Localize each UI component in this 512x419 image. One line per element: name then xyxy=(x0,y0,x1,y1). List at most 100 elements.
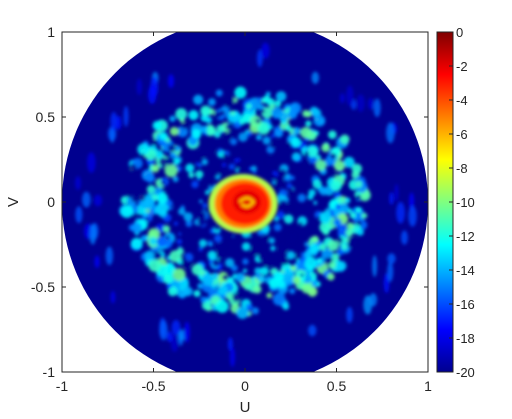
sidelobe-blob xyxy=(307,146,319,158)
null-blob xyxy=(226,131,233,138)
outer-ring-blob xyxy=(346,85,354,107)
outer-ring-blob xyxy=(367,97,374,110)
sidelobe-blob xyxy=(318,243,327,251)
sidelobe-blob xyxy=(253,285,262,294)
sidelobe-blob xyxy=(344,197,351,204)
null-blob xyxy=(216,242,225,251)
speckle-blob xyxy=(262,136,271,145)
speckle-blob xyxy=(271,134,275,138)
sidelobe-blob xyxy=(336,260,347,271)
speckle-blob xyxy=(242,269,246,273)
sidelobe-blob xyxy=(148,259,162,272)
outer-ring-blob xyxy=(93,194,103,207)
sidelobe-blob xyxy=(327,272,335,281)
null-blob xyxy=(137,193,146,202)
outer-ring-blob xyxy=(261,42,270,59)
null-blob xyxy=(198,211,206,220)
null-blob xyxy=(270,143,276,149)
sidelobe-blob xyxy=(175,108,188,120)
sidelobe-blob xyxy=(309,243,320,254)
x-axis-label: U xyxy=(240,399,251,416)
null-blob xyxy=(215,251,224,259)
speckle-blob xyxy=(319,186,328,196)
sidelobe-blob xyxy=(285,125,292,132)
y-tick-label: 1 xyxy=(47,24,55,40)
null-blob xyxy=(306,160,311,165)
speckle-blob xyxy=(259,266,269,276)
null-blob xyxy=(214,111,222,119)
null-blob xyxy=(167,144,176,153)
sidelobe-blob xyxy=(317,258,323,264)
sidelobe-blob xyxy=(151,164,160,173)
null-blob xyxy=(133,213,137,218)
sidelobe-blob xyxy=(245,303,253,311)
null-blob xyxy=(181,122,189,130)
sidelobe-blob xyxy=(167,286,178,297)
sidelobe-blob xyxy=(197,282,204,289)
sidelobe-blob xyxy=(327,240,339,252)
colorbar-tick-label: -6 xyxy=(456,127,468,142)
sidelobe-blob xyxy=(338,203,349,214)
sidelobe-blob xyxy=(147,228,161,241)
sidelobe-blob xyxy=(291,137,302,148)
null-blob xyxy=(222,274,229,281)
outer-ring-blob xyxy=(171,320,181,336)
sidelobe-blob xyxy=(293,127,301,135)
outer-ring-blob xyxy=(387,253,396,264)
sidelobe-blob xyxy=(275,91,287,102)
x-axis: -1 -0.5 0 0.5 1 U xyxy=(56,32,432,416)
sidelobe-blob xyxy=(162,225,171,233)
null-blob xyxy=(264,258,273,267)
sidelobe-blob xyxy=(257,121,271,135)
null-blob xyxy=(243,149,248,155)
null-blob xyxy=(129,163,137,172)
colorbar-tick-label: -12 xyxy=(456,229,475,244)
sidelobe-blob xyxy=(176,247,184,256)
outer-ring-blob xyxy=(394,184,399,202)
speckle-blob xyxy=(241,242,251,251)
sidelobe-blob xyxy=(142,196,156,210)
null-blob xyxy=(286,142,292,148)
outer-ring-blob xyxy=(408,205,417,227)
sidelobe-blob xyxy=(245,103,252,110)
speckle-blob xyxy=(297,193,307,203)
sidelobe-blob xyxy=(188,110,199,121)
sidelobe-blob xyxy=(208,98,216,106)
colorbar-tick-label: -14 xyxy=(456,263,475,278)
y-tick-label: -0.5 xyxy=(31,279,55,295)
sidelobe-blob xyxy=(169,126,179,136)
speckle-blob xyxy=(178,207,186,216)
null-blob xyxy=(258,253,268,262)
outer-ring-blob xyxy=(373,98,381,118)
y-tick-label: 0 xyxy=(47,194,55,210)
sidelobe-blob xyxy=(335,203,341,210)
outer-ring-blob xyxy=(105,246,114,266)
outer-ring-blob xyxy=(177,329,186,341)
speckle-blob xyxy=(217,148,223,154)
sidelobe-blob xyxy=(157,192,169,204)
null-blob xyxy=(269,173,276,179)
sidelobe-blob xyxy=(282,303,290,311)
null-blob xyxy=(212,259,220,267)
null-blob xyxy=(274,176,279,181)
speckle-blob xyxy=(276,210,285,220)
null-blob xyxy=(225,123,234,131)
outer-ring-blob xyxy=(184,321,190,343)
sidelobe-blob xyxy=(336,248,344,256)
speckle-blob xyxy=(270,245,276,252)
sidelobe-blob xyxy=(230,110,236,116)
sidelobe-blob xyxy=(156,235,168,247)
sidelobe-blob xyxy=(131,222,143,234)
sidelobe-blob xyxy=(212,272,220,280)
sidelobe-blob xyxy=(154,205,164,215)
null-blob xyxy=(158,157,168,167)
sidelobe-blob xyxy=(343,156,355,168)
sidelobe-blob xyxy=(277,280,286,289)
null-blob xyxy=(213,173,218,178)
sidelobe-blob xyxy=(311,235,319,243)
sidelobe-blob xyxy=(269,103,276,110)
null-blob xyxy=(275,141,280,147)
outer-ring-blob xyxy=(256,49,263,68)
null-blob xyxy=(280,257,289,266)
null-blob xyxy=(333,172,337,176)
